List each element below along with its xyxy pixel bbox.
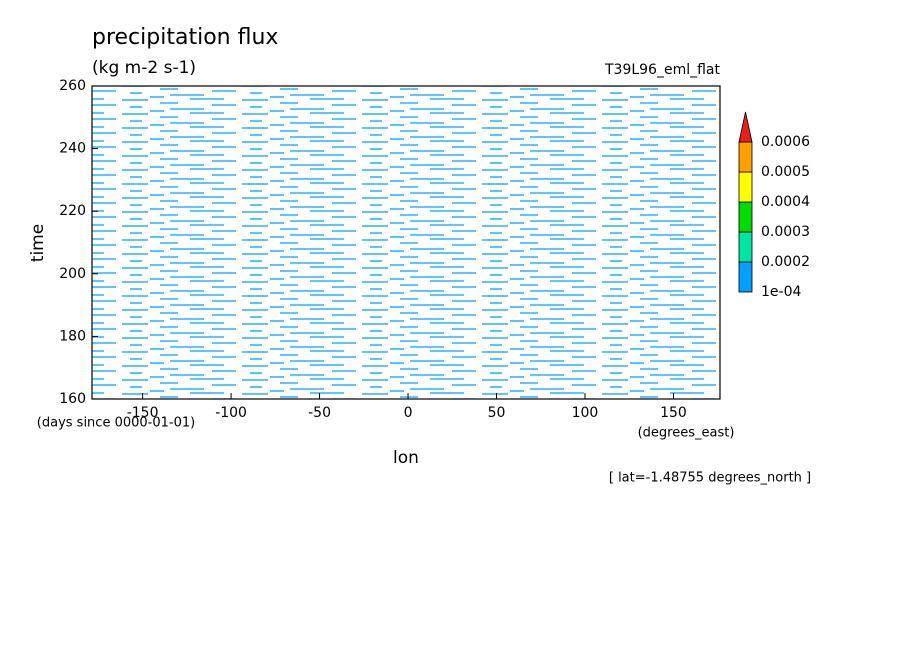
plot-frame (91, 85, 721, 400)
colorbar-box (738, 261, 753, 293)
annotation: [ lat=-1.48755 degrees_north ] (609, 471, 811, 486)
colorbar-box (738, 201, 753, 233)
x-tick-label: -50 (308, 405, 331, 421)
units: (kg m-2 s-1) (92, 58, 196, 78)
colorbar-label: 0.0002 (761, 254, 810, 270)
x-tick-label: -100 (215, 405, 247, 421)
colorbar-box (738, 141, 753, 173)
precipitation-field (92, 86, 720, 399)
colorbar-box (738, 171, 753, 203)
colorbar-label: 0.0004 (761, 194, 810, 210)
colorbar-label: 1e-04 (761, 284, 801, 300)
dataset: T39L96_eml_flat (604, 62, 721, 78)
y-tick-label: 160 (59, 391, 86, 407)
x-axis-label: lon (393, 448, 419, 468)
y-tick-label: 240 (59, 141, 86, 157)
x-tick-label: 150 (660, 405, 687, 421)
x-tick-label: 50 (488, 405, 506, 421)
y-axis-label: time (28, 224, 48, 262)
x-units: (degrees_east) (638, 426, 735, 441)
y-tick-label: 200 (59, 266, 86, 282)
chart-title: precipitation flux (92, 25, 278, 50)
colorbar-box (738, 231, 753, 263)
y-tick-label: 180 (59, 328, 86, 344)
x-tick-label: 0 (404, 405, 413, 421)
y-tick-label: 220 (59, 203, 86, 219)
colorbar-label: 0.0003 (761, 224, 810, 240)
x-tick-label: -150 (127, 405, 159, 421)
x-tick-label: 100 (572, 405, 599, 421)
y-units: (days since 0000-01-01) (37, 416, 195, 431)
colorbar-extend (738, 111, 753, 143)
colorbar-label: 0.0005 (761, 164, 810, 180)
colorbar-label: 0.0006 (761, 134, 810, 150)
y-tick-label: 260 (59, 78, 86, 94)
